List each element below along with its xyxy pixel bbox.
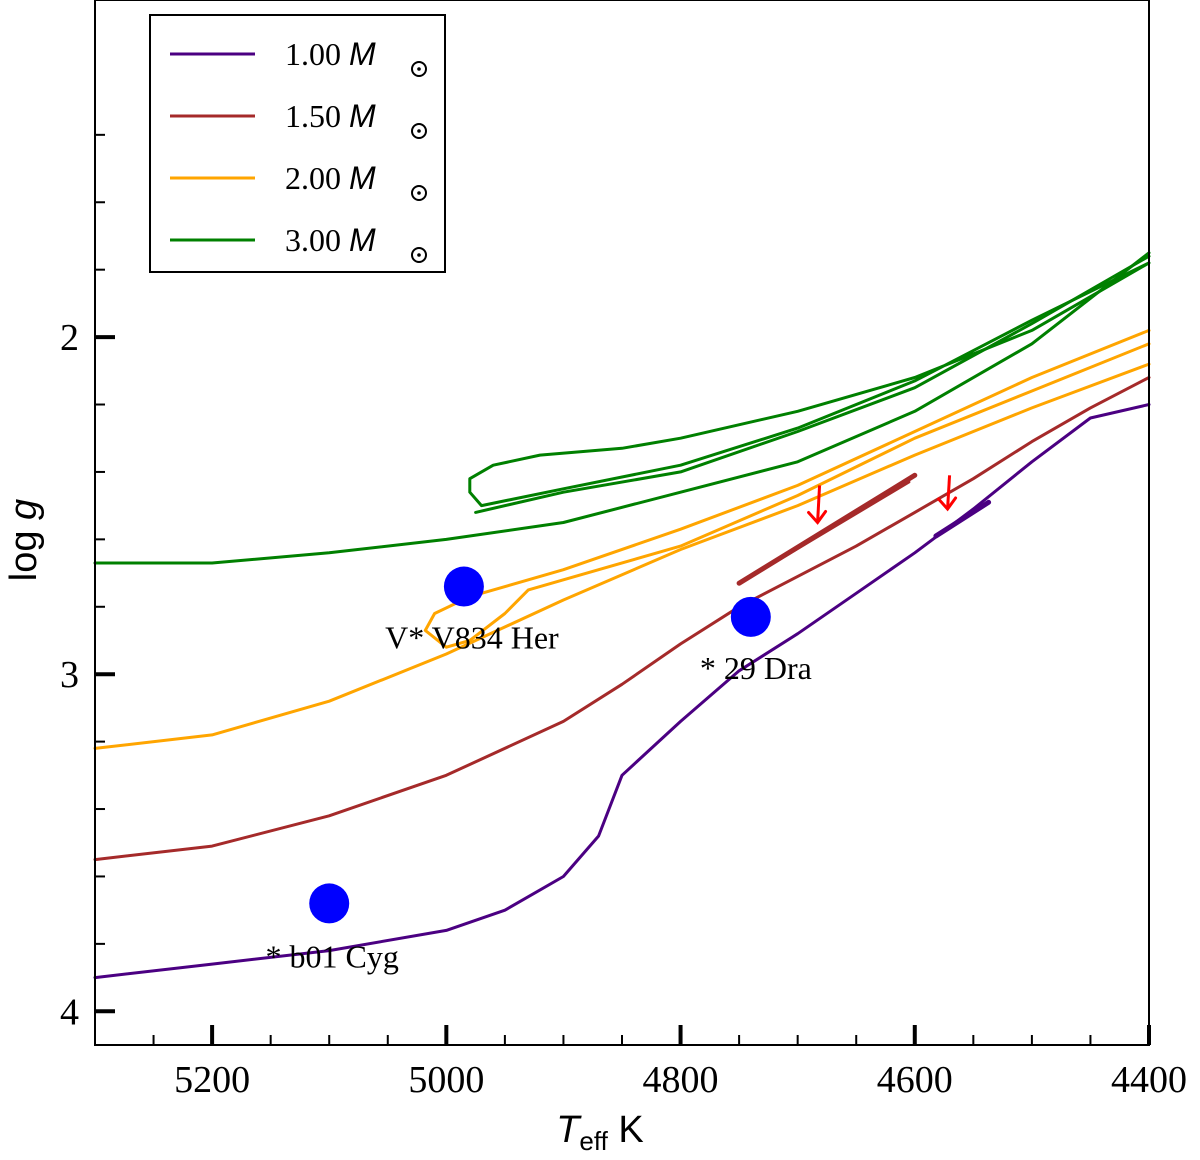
red-arrow xyxy=(937,475,958,512)
x-tick-label: 4400 xyxy=(1111,1059,1187,1101)
x-tick-label: 4600 xyxy=(877,1059,953,1101)
legend-label: 1.50 M xyxy=(285,98,376,134)
x-axis-label: Teff K xyxy=(556,1109,644,1156)
legend-label: 1.00 M xyxy=(285,36,376,72)
track-100-msun xyxy=(93,403,1151,980)
star-points: V* V834 Her * 29 Dra * b01 Cyg xyxy=(266,566,812,974)
sun-symbol-dot xyxy=(417,67,421,71)
sun-symbol-icon xyxy=(411,247,427,263)
legend-entry: 1.50 M xyxy=(170,98,427,139)
x-axis-label-unit: K xyxy=(618,1109,643,1151)
sun-symbol-icon xyxy=(411,185,427,201)
x-tick-label: 5000 xyxy=(408,1059,484,1101)
sun-symbol-icon xyxy=(411,61,427,77)
legend: 1.00 M 1.50 M 2.00 M 3.00 M xyxy=(149,14,446,273)
y-tick-label: 2 xyxy=(60,317,79,359)
sun-symbol-icon xyxy=(411,123,427,139)
legend-entry: 1.00 M xyxy=(170,36,427,77)
star-point xyxy=(730,596,771,637)
y-tick-label: 3 xyxy=(60,654,79,696)
track-200-msun xyxy=(93,362,1151,750)
arrow-markers xyxy=(807,475,958,525)
track-150-msun-branch xyxy=(749,480,911,578)
track-100-msun-branch xyxy=(933,499,992,539)
legend-entry: 2.00 M xyxy=(170,160,427,201)
star-point xyxy=(309,883,350,924)
track-300-msun-branch xyxy=(468,261,1151,508)
y-axis-label-var: g xyxy=(3,499,45,520)
sun-symbol-dot xyxy=(417,253,421,257)
y-axis-label: log g xyxy=(3,499,45,581)
y-axis-label-text: log xyxy=(3,530,45,581)
legend-label: 3.00 M xyxy=(285,222,376,258)
y-tick-label: 4 xyxy=(60,991,79,1033)
track-300-msun-branch xyxy=(474,254,1151,514)
star-label: * 29 Dra xyxy=(700,650,812,686)
x-axis-label-var: T xyxy=(556,1109,582,1151)
legend-entry: 3.00 M xyxy=(170,222,427,263)
svg-text:Teff K: Teff K xyxy=(556,1109,644,1156)
track-200-msun-branch xyxy=(423,328,1151,649)
x-tick-label: 5200 xyxy=(174,1059,250,1101)
track-300-msun xyxy=(93,251,1151,565)
svg-text:log g: log g xyxy=(3,499,45,581)
axis-ticks: 5200 5000 4800 4600 4400 2 3 4 xyxy=(60,133,1187,1101)
star-point xyxy=(443,566,484,607)
legend-box xyxy=(149,14,446,273)
red-arrow xyxy=(807,485,828,525)
x-tick-label: 4800 xyxy=(643,1059,719,1101)
legend-label: 2.00 M xyxy=(285,160,376,196)
sun-symbol-dot xyxy=(417,191,421,195)
sun-symbol-dot xyxy=(417,129,421,133)
star-label: V* V834 Her xyxy=(385,620,559,656)
star-label: * b01 Cyg xyxy=(266,938,399,974)
x-axis-label-sub: eff xyxy=(579,1126,608,1156)
